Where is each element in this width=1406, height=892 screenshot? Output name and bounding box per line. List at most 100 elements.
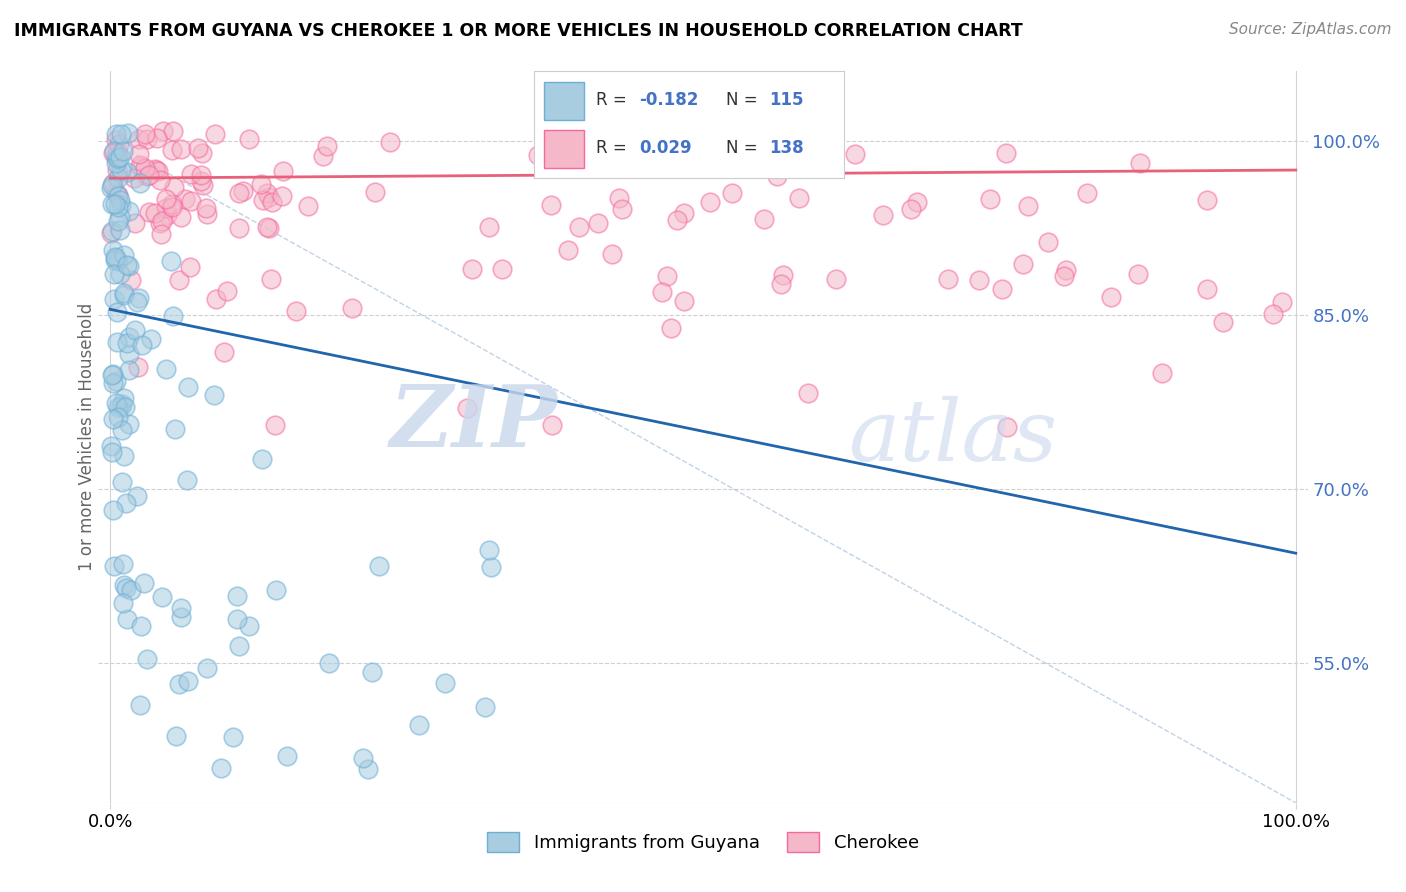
Point xyxy=(135,169,157,184)
Point xyxy=(380,135,402,149)
Point xyxy=(665,212,688,227)
Point xyxy=(107,305,129,319)
Point xyxy=(128,132,150,146)
Point xyxy=(478,543,501,558)
Point xyxy=(100,180,122,194)
Point xyxy=(699,195,721,210)
Point xyxy=(105,128,128,142)
Point xyxy=(217,284,239,298)
Point xyxy=(107,187,129,202)
Point xyxy=(104,156,127,170)
Point xyxy=(1012,257,1035,271)
Point xyxy=(900,202,922,217)
Point xyxy=(115,582,138,596)
Point xyxy=(228,186,250,200)
Point xyxy=(1150,366,1173,380)
Point xyxy=(150,214,173,228)
Point xyxy=(118,417,141,431)
Point xyxy=(112,449,135,463)
Point xyxy=(936,272,959,286)
Point xyxy=(979,192,1001,206)
Point xyxy=(101,176,124,190)
Point xyxy=(491,262,513,277)
Point xyxy=(627,124,650,138)
Point xyxy=(190,174,212,188)
Point xyxy=(720,186,742,200)
Point xyxy=(276,748,298,763)
Point xyxy=(115,258,138,272)
Point xyxy=(124,216,146,230)
Point xyxy=(108,223,131,237)
Point xyxy=(609,190,631,204)
Point xyxy=(368,559,391,574)
Point xyxy=(1053,268,1076,283)
Point xyxy=(673,205,696,219)
Point xyxy=(162,124,184,138)
Point xyxy=(155,201,177,215)
Point xyxy=(107,151,129,165)
Point xyxy=(256,186,278,200)
Point xyxy=(101,376,124,390)
Point xyxy=(479,559,502,574)
Point xyxy=(318,656,340,670)
Point xyxy=(342,301,364,316)
Point xyxy=(209,761,232,775)
Point xyxy=(105,152,128,166)
Point xyxy=(110,128,132,142)
Point xyxy=(125,489,148,503)
Point xyxy=(149,216,172,230)
Point xyxy=(905,195,928,210)
Text: N =: N = xyxy=(725,91,763,109)
Point xyxy=(120,272,142,286)
Point xyxy=(659,321,682,335)
Point xyxy=(297,199,319,213)
Point xyxy=(271,163,294,178)
Point xyxy=(598,145,620,160)
Point xyxy=(160,197,183,211)
Point xyxy=(787,191,810,205)
Point xyxy=(101,412,124,426)
Point xyxy=(995,420,1018,434)
Point xyxy=(149,172,172,186)
Point xyxy=(238,619,260,633)
Point xyxy=(103,292,125,306)
Point xyxy=(167,273,190,287)
Point xyxy=(257,190,280,204)
Point xyxy=(160,144,183,158)
Point xyxy=(766,169,789,183)
Point xyxy=(1129,156,1152,170)
Text: ZIP: ZIP xyxy=(389,381,558,464)
Point xyxy=(1036,235,1059,250)
Point xyxy=(129,176,152,190)
Point xyxy=(655,268,678,283)
Point xyxy=(557,244,579,258)
Point xyxy=(112,145,135,159)
Point xyxy=(105,334,128,349)
Text: IMMIGRANTS FROM GUYANA VS CHEROKEE 1 OR MORE VEHICLES IN HOUSEHOLD CORRELATION C: IMMIGRANTS FROM GUYANA VS CHEROKEE 1 OR … xyxy=(14,22,1022,40)
Point xyxy=(104,186,127,201)
Bar xyxy=(544,82,583,120)
Point xyxy=(155,192,177,206)
Point xyxy=(115,336,138,351)
Point xyxy=(115,496,138,510)
Point xyxy=(163,180,186,194)
Point xyxy=(101,178,124,193)
Point xyxy=(872,208,894,222)
Point xyxy=(1195,282,1218,296)
Point xyxy=(250,177,273,191)
Point xyxy=(117,329,139,343)
Point xyxy=(112,557,135,571)
Point xyxy=(969,273,991,287)
Point xyxy=(108,268,131,282)
Point xyxy=(1271,295,1294,310)
Point xyxy=(228,221,250,235)
Point xyxy=(107,170,129,185)
Point xyxy=(714,141,737,155)
Point xyxy=(176,474,198,488)
Point xyxy=(610,202,633,216)
Point xyxy=(588,216,610,230)
Point xyxy=(177,673,200,688)
Point xyxy=(108,211,131,225)
Point xyxy=(145,205,167,219)
Point xyxy=(238,131,260,145)
